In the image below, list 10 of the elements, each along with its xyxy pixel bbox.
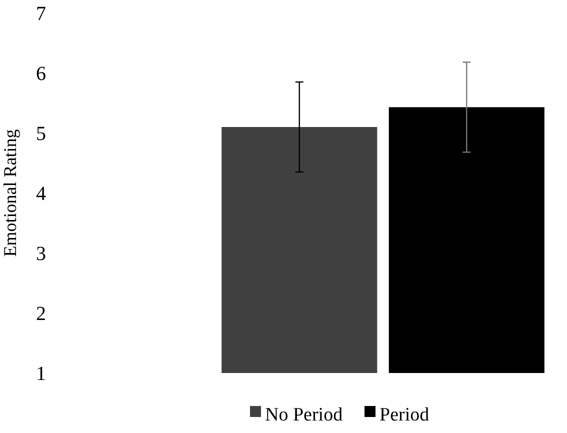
y-tick-label: 2 xyxy=(36,303,46,325)
y-tick-label: 7 xyxy=(36,3,46,25)
legend-label: Period xyxy=(380,404,430,426)
y-tick-label: 4 xyxy=(36,183,46,205)
y-tick-label: 5 xyxy=(36,123,46,145)
y-tick-label: 1 xyxy=(36,363,46,385)
y-axis-title: Emotional Rating xyxy=(0,129,20,257)
y-tick-label: 3 xyxy=(36,243,46,265)
y-tick-label: 6 xyxy=(36,63,46,85)
legend-label: No Period xyxy=(265,404,344,426)
